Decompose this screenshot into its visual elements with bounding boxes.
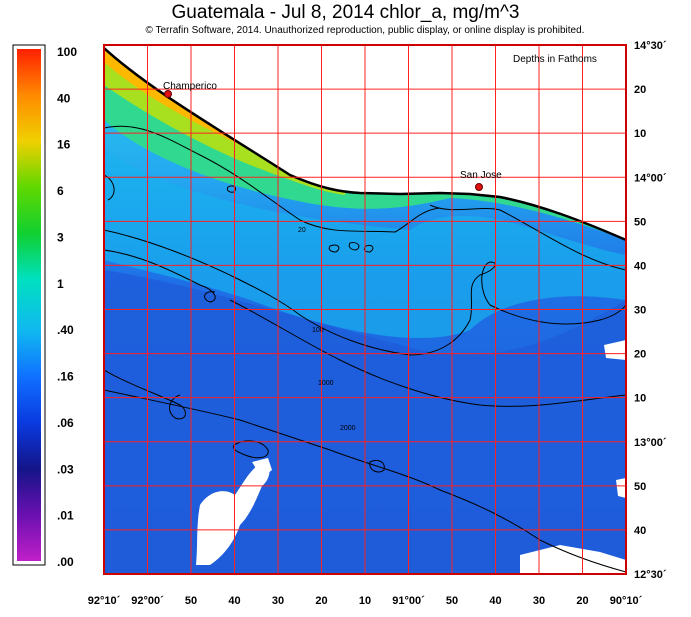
place-label-champerico: Champerico <box>163 81 217 92</box>
longitude-label: 90°10´ <box>610 595 643 607</box>
latitude-label: 20 <box>634 349 646 361</box>
colorbar-label: .06 <box>57 416 74 430</box>
contour-label-2000: 2000 <box>340 425 356 432</box>
latitude-label: 13°00´ <box>634 437 667 449</box>
colorbar-labels: 100 40 16 6 3 1 .40 .16 .06 .03 .01 .00 <box>57 45 77 569</box>
cloud-patch <box>196 462 270 565</box>
place-label-san-jose: San Jose <box>460 170 502 181</box>
place-marker-san-jose <box>475 183 483 191</box>
map-frame <box>103 44 627 575</box>
longitude-label: 10 <box>359 595 371 607</box>
longitude-label: 50 <box>446 595 458 607</box>
colorbar-label: 40 <box>57 91 71 105</box>
colorbar-label: .03 <box>57 462 74 476</box>
graticule <box>104 45 626 574</box>
place-markers: Champerico San Jose <box>163 81 502 191</box>
colorbar-label: 6 <box>57 184 64 198</box>
map-area: 20 100 1000 2000 <box>104 45 626 574</box>
latitude-label: 12°30´ <box>634 569 667 581</box>
colorbar-label: .16 <box>57 370 74 384</box>
longitude-label: 40 <box>228 595 240 607</box>
longitude-label: 30 <box>272 595 284 607</box>
place-marker-champerico <box>164 90 172 98</box>
contour-label-1000: 1000 <box>318 380 334 387</box>
longitude-label: 50 <box>185 595 197 607</box>
colorbar-label: .01 <box>57 509 74 523</box>
latitude-label: 40 <box>634 260 646 272</box>
colorbar-label: 100 <box>57 45 77 59</box>
longitude-label: 92°10´ <box>88 595 121 607</box>
depth-contours <box>104 125 626 573</box>
latitude-label: 10 <box>634 128 646 140</box>
colorbar-label: 3 <box>57 230 64 244</box>
colorbar-label: .00 <box>57 555 74 569</box>
colorbar-label: 16 <box>57 138 71 152</box>
contour-labels: 20 100 1000 2000 <box>298 227 356 432</box>
colorbar-label: .40 <box>57 323 74 337</box>
map-title: Guatemala - Jul 8, 2014 chlor_a, mg/m^3 <box>171 2 520 23</box>
depth-note: Depths in Fathoms <box>513 54 597 65</box>
latitude-label: 50 <box>634 216 646 228</box>
longitude-label: 91°00´ <box>392 595 425 607</box>
latitude-label: 14°30´ <box>634 40 667 52</box>
latitude-label: 10 <box>634 393 646 405</box>
latitude-label: 50 <box>634 481 646 493</box>
longitude-label: 92°00´ <box>131 595 164 607</box>
contour-label-100: 100 <box>312 327 324 334</box>
longitude-labels: 92°10´ 92°00´ 50 40 30 20 10 91°00´ 50 40 30 20 90°1… <box>88 595 643 607</box>
coastline <box>104 47 626 242</box>
latitude-label: 40 <box>634 525 646 537</box>
latitude-label: 30 <box>634 305 646 317</box>
colorbar-label: 1 <box>57 277 64 291</box>
longitude-label: 20 <box>315 595 327 607</box>
contour-label-20: 20 <box>298 227 306 234</box>
longitude-label: 40 <box>489 595 501 607</box>
latitude-label: 20 <box>634 84 646 96</box>
latitude-labels: 14°30´ 20 10 14°00´ 50 40 30 20 10 13°00´ 50 40 12°3… <box>634 40 667 581</box>
copyright-notice: © Terrafin Software, 2014. Unauthorized … <box>145 25 585 36</box>
longitude-label: 30 <box>533 595 545 607</box>
longitude-label: 20 <box>576 595 588 607</box>
latitude-label: 14°00´ <box>634 172 667 184</box>
colorbar <box>17 49 41 561</box>
